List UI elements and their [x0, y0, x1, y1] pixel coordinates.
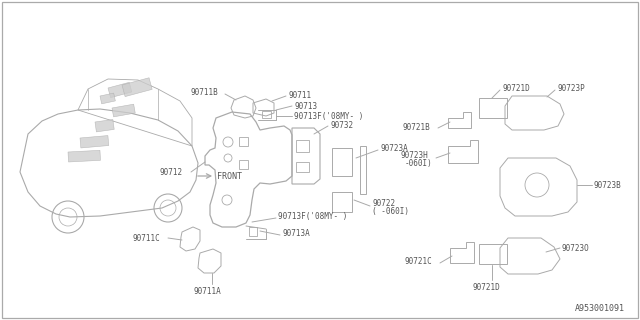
Bar [80, 136, 109, 148]
Text: 90711C: 90711C [132, 234, 160, 243]
Text: 90713A: 90713A [282, 228, 310, 237]
Text: 90732: 90732 [330, 121, 353, 130]
Bar [100, 93, 115, 104]
Text: 90723A: 90723A [380, 143, 408, 153]
Text: 90721B: 90721B [403, 123, 430, 132]
Bar [479, 98, 507, 118]
Text: 90711: 90711 [288, 91, 311, 100]
Text: 90721D: 90721D [502, 84, 530, 92]
Bar [249, 227, 257, 236]
Bar [95, 119, 114, 132]
Bar [239, 137, 248, 146]
Text: ( -060I): ( -060I) [372, 206, 409, 215]
Bar [68, 150, 100, 162]
Bar [360, 146, 366, 194]
Text: 90723B: 90723B [594, 180, 621, 189]
Text: 90723P: 90723P [557, 84, 585, 92]
Bar [122, 78, 152, 97]
Text: 90721C: 90721C [404, 258, 432, 267]
Bar [332, 192, 352, 212]
Text: 90712: 90712 [160, 167, 183, 177]
Bar [296, 140, 309, 152]
Bar [296, 162, 309, 172]
Text: -060I): -060I) [404, 158, 432, 167]
Text: 90721D: 90721D [472, 283, 500, 292]
Bar [262, 111, 271, 118]
Text: 90722: 90722 [372, 198, 395, 207]
Text: 90711A: 90711A [193, 287, 221, 296]
Text: 90723H: 90723H [400, 150, 428, 159]
Text: FRONT: FRONT [217, 172, 242, 180]
Bar [112, 104, 135, 117]
Bar [239, 160, 248, 169]
Text: 90713F('08MY- ): 90713F('08MY- ) [294, 111, 364, 121]
Text: 90723O: 90723O [562, 244, 589, 252]
Bar [108, 82, 132, 98]
Text: 90713F('08MY- ): 90713F('08MY- ) [278, 212, 348, 220]
Bar [332, 148, 352, 176]
Text: 90711B: 90711B [190, 87, 218, 97]
Text: 90713: 90713 [294, 101, 317, 110]
Text: A953001091: A953001091 [575, 304, 625, 313]
Bar [479, 244, 507, 264]
